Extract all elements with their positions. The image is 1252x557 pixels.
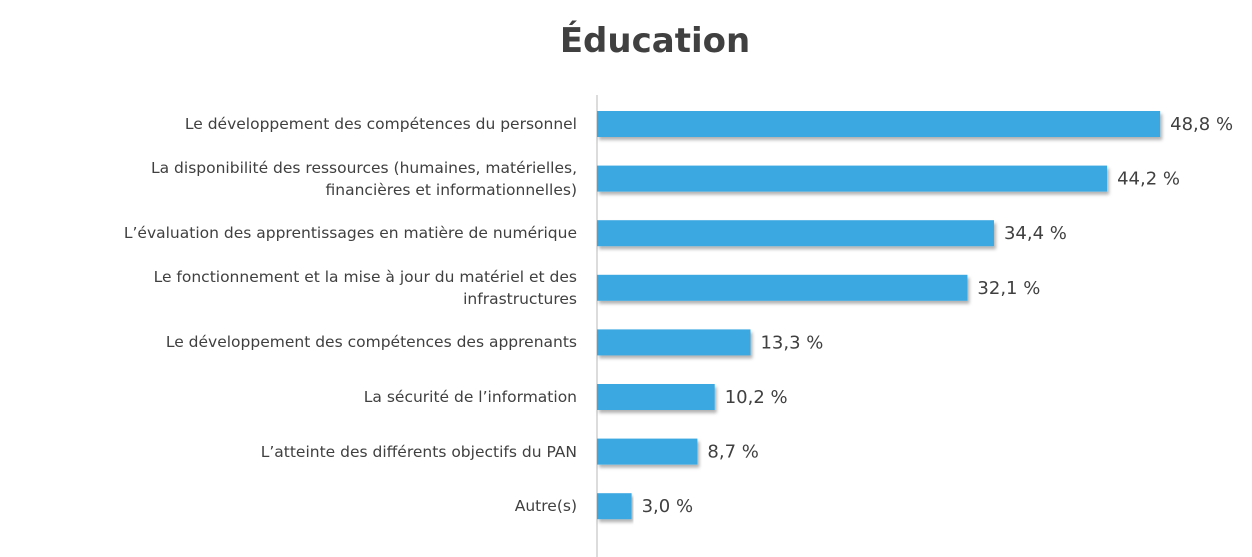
value-label: 8,7 % xyxy=(707,442,758,463)
chart-title: Éducation xyxy=(560,20,750,61)
value-label: 10,2 % xyxy=(725,387,788,408)
value-label: 48,8 % xyxy=(1170,114,1233,135)
category-label: Le développement des compétences des app… xyxy=(165,333,577,352)
bar xyxy=(597,111,1161,137)
category-label: La sécurité de l’information xyxy=(363,388,577,406)
value-label: 13,3 % xyxy=(760,332,823,353)
category-label: La disponibilité des ressources (humaine… xyxy=(151,158,577,199)
category-label: Le fonctionnement et la mise à jour du m… xyxy=(153,267,577,308)
category-label: Le développement des compétences du pers… xyxy=(184,115,577,133)
bar xyxy=(597,329,751,356)
bar xyxy=(597,220,994,247)
bar xyxy=(597,493,632,520)
bar xyxy=(597,384,715,410)
bar xyxy=(597,274,968,301)
value-label: 44,2 % xyxy=(1117,169,1180,190)
category-label: L’atteinte des différents objectifs du P… xyxy=(260,442,577,461)
category-label: Autre(s) xyxy=(514,497,577,516)
value-label: 34,4 % xyxy=(1004,223,1067,244)
category-label: L’évaluation des apprentissages en matiè… xyxy=(123,224,577,243)
bar xyxy=(597,438,698,465)
value-label: 32,1 % xyxy=(977,278,1040,299)
value-label: 3,0 % xyxy=(642,496,693,517)
bar xyxy=(597,165,1108,192)
